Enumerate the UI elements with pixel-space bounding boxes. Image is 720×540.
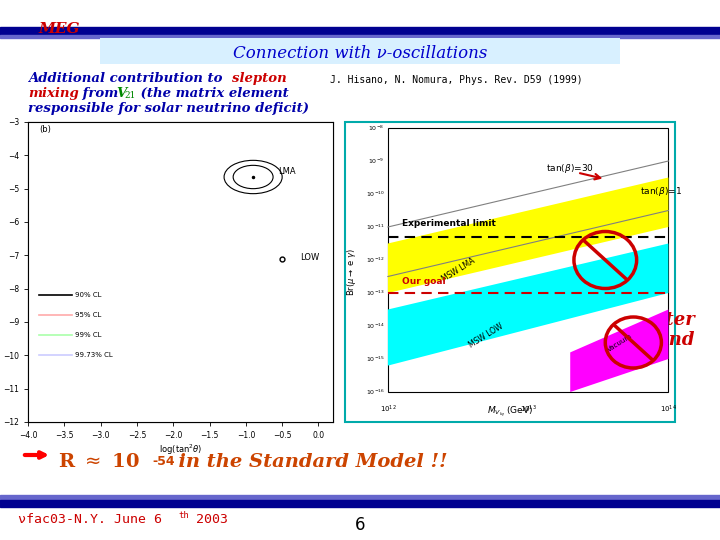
Text: responsible for solar neutrino deficit): responsible for solar neutrino deficit) xyxy=(28,102,309,115)
X-axis label: log(tan$^2\theta$): log(tan$^2\theta$) xyxy=(158,443,202,457)
Text: $10^{-15}$: $10^{-15}$ xyxy=(366,354,384,363)
Text: J. Hisano, N. Nomura, Phys. Rev. D59 (1999): J. Hisano, N. Nomura, Phys. Rev. D59 (19… xyxy=(330,75,582,85)
Bar xyxy=(0,495,720,500)
Text: MSW LMA: MSW LMA xyxy=(440,256,476,284)
Text: $10^{-11}$: $10^{-11}$ xyxy=(366,222,384,232)
Text: LOW: LOW xyxy=(300,253,320,262)
Text: 99% CL: 99% CL xyxy=(75,332,102,339)
Text: 99.73% CL: 99.73% CL xyxy=(75,352,113,359)
Bar xyxy=(28,122,333,422)
Text: 90% CL: 90% CL xyxy=(75,292,102,298)
Bar xyxy=(345,122,675,422)
Text: Connection with ν-oscillations: Connection with ν-oscillations xyxy=(233,44,487,62)
Bar xyxy=(0,35,720,38)
Text: 21: 21 xyxy=(124,91,135,100)
Text: Vacuum: Vacuum xyxy=(606,333,633,353)
Text: th: th xyxy=(178,511,189,520)
Text: R $\approx$ 10: R $\approx$ 10 xyxy=(58,453,140,471)
FancyBboxPatch shape xyxy=(100,38,620,64)
Text: slepton: slepton xyxy=(232,72,287,85)
Text: LMA: LMA xyxy=(279,167,296,176)
Text: 6: 6 xyxy=(355,516,365,534)
Text: 2003: 2003 xyxy=(188,513,228,526)
Text: Additional contribution to: Additional contribution to xyxy=(28,72,227,85)
Text: $M_{V_{lq}}$ (GeV): $M_{V_{lq}}$ (GeV) xyxy=(487,404,533,419)
Text: in the Standard Model !!: in the Standard Model !! xyxy=(165,453,448,471)
Text: νfac03-N.Y. June 6: νfac03-N.Y. June 6 xyxy=(18,513,162,526)
Text: $10^{14}$: $10^{14}$ xyxy=(660,404,677,415)
Text: After
Kamland: After Kamland xyxy=(605,310,695,349)
Text: V: V xyxy=(116,87,126,100)
Text: $10^{13}$: $10^{13}$ xyxy=(520,404,536,415)
Text: Experimental limit: Experimental limit xyxy=(402,219,496,228)
Text: Our goal: Our goal xyxy=(402,277,446,286)
Text: $10^{-16}$: $10^{-16}$ xyxy=(366,387,384,397)
Text: tan($\beta$)=1: tan($\beta$)=1 xyxy=(640,185,683,198)
Text: (the matrix element: (the matrix element xyxy=(136,87,289,100)
Bar xyxy=(0,500,720,507)
Text: $10^{-12}$: $10^{-12}$ xyxy=(366,255,384,265)
Text: $10^{12}$: $10^{12}$ xyxy=(379,404,396,415)
Text: mixing: mixing xyxy=(28,87,78,100)
Text: $10^{-10}$: $10^{-10}$ xyxy=(366,190,384,199)
Text: $10^{-13}$: $10^{-13}$ xyxy=(366,288,384,298)
Text: MEG: MEG xyxy=(38,22,79,36)
Text: 95% CL: 95% CL xyxy=(75,312,102,319)
Bar xyxy=(388,128,668,392)
Polygon shape xyxy=(388,244,668,366)
Text: (b): (b) xyxy=(39,125,51,134)
Polygon shape xyxy=(388,178,668,293)
Text: from: from xyxy=(78,87,123,100)
Text: tan($\beta$)=30: tan($\beta$)=30 xyxy=(546,162,594,175)
Text: MSW LOW: MSW LOW xyxy=(467,322,505,350)
Bar xyxy=(0,27,720,35)
Text: After SNO: After SNO xyxy=(75,295,194,315)
Text: $10^{-9}$: $10^{-9}$ xyxy=(369,157,384,166)
Text: $10^{-14}$: $10^{-14}$ xyxy=(366,321,384,330)
Text: $10^{-8}$: $10^{-8}$ xyxy=(369,123,384,133)
Text: Br($\mu \rightarrow$ e $\gamma$): Br($\mu \rightarrow$ e $\gamma$) xyxy=(345,248,358,296)
Text: -54: -54 xyxy=(152,455,175,468)
Polygon shape xyxy=(570,309,668,392)
